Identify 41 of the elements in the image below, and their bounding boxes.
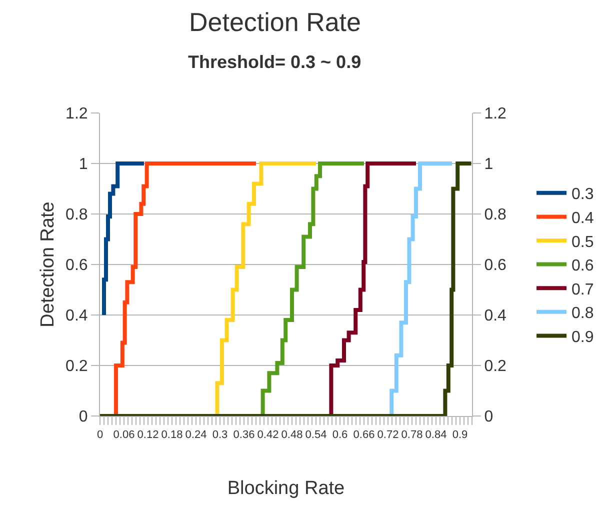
y-tick-label: 1 xyxy=(78,156,88,174)
chart-subtitle: Threshold= 0.3 ~ 0.9 xyxy=(188,52,362,72)
x-tick-label: 0.12 xyxy=(137,429,159,442)
x-tick-label: 0 xyxy=(96,429,104,442)
x-tick-label: 0.9 xyxy=(452,429,468,442)
x-tick-label: 0.48 xyxy=(281,429,303,442)
y-tick-label: 0.6 xyxy=(66,257,88,274)
x-tick-label: 0.6 xyxy=(332,429,348,442)
legend-label: 0.5 xyxy=(572,234,594,251)
y2-tick-label: 0 xyxy=(484,408,494,426)
legend-label: 0.3 xyxy=(572,186,594,204)
x-tick-label: 0.24 xyxy=(185,429,207,442)
y2-tick-label: 0.6 xyxy=(484,257,507,274)
x-tick-label: 0.06 xyxy=(113,429,135,442)
x-tick-label: 0.42 xyxy=(257,429,279,442)
x-tick-label: 0.78 xyxy=(401,429,423,442)
x-tick-label: 0.36 xyxy=(233,429,255,442)
y2-tick-label: 0.8 xyxy=(484,206,507,224)
y-tick-label: 1.2 xyxy=(66,106,88,123)
y2-tick-label: 0.4 xyxy=(484,308,507,325)
y-tick-label: 0 xyxy=(78,408,88,426)
x-tick-label: 0.84 xyxy=(425,429,447,442)
legend-label: 0.6 xyxy=(572,258,594,275)
legend-label: 0.7 xyxy=(572,281,594,298)
y-axis-title: Detection Rate xyxy=(37,202,58,328)
legend-label: 0.9 xyxy=(572,328,594,346)
x-tick-label: 0.54 xyxy=(305,429,327,442)
y2-tick-label: 1.2 xyxy=(484,106,507,123)
y-tick-label: 0.4 xyxy=(66,308,88,325)
y2-tick-label: 1 xyxy=(484,156,494,174)
x-tick-label: 0.3 xyxy=(212,429,228,442)
y-tick-label: 0.8 xyxy=(66,206,88,224)
x-axis-title: Blocking Rate xyxy=(227,478,345,499)
x-tick-label: 0.72 xyxy=(377,429,399,442)
legend-label: 0.4 xyxy=(572,210,594,227)
chart-title: Detection Rate xyxy=(189,7,361,37)
x-tick-label: 0.66 xyxy=(353,429,375,442)
y2-tick-label: 0.2 xyxy=(484,358,507,376)
y-tick-label: 0.2 xyxy=(66,358,88,376)
x-tick-label: 0.18 xyxy=(161,429,183,442)
legend-label: 0.8 xyxy=(572,305,594,322)
